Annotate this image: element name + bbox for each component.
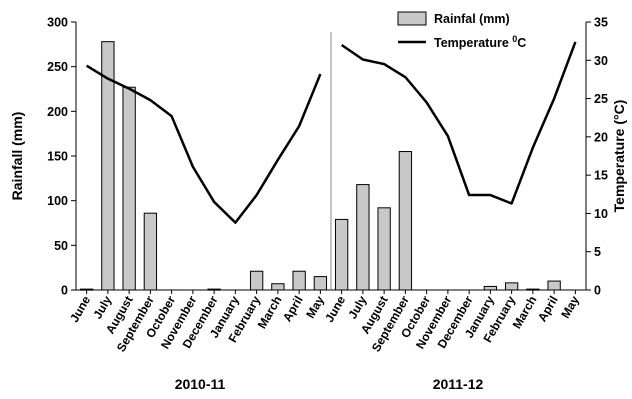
left-axis: 0 50 100 150 200 250 300 [47,16,76,298]
right-tick-label: 0 [594,284,601,298]
rain-bar [271,283,285,291]
left-tick-label: 50 [54,239,68,253]
left-tick-label: 100 [47,194,68,208]
temperature-line [340,41,577,205]
rain-bar [547,280,561,291]
left-tick-label: 200 [47,105,68,119]
rain-bar [398,151,413,291]
right-tick-label: 15 [594,169,608,183]
left-tick-label: 250 [47,60,68,74]
legend: Rainfal (mm) Temperature 0C [397,11,526,50]
right-tick-label: 5 [594,245,601,259]
rain-bar [122,86,136,291]
temperature-line [85,64,322,224]
legend-temp-label: Temperature 0C [434,34,526,50]
rain-bar [483,285,498,291]
right-tick-label: 35 [594,16,608,30]
month-labels: JuneJulyAugustSeptemberOctoberNovemberDe… [67,290,582,354]
rain-bar [143,212,158,291]
right-tick-label: 10 [594,207,608,221]
month-label: April [535,294,561,325]
right-axis: 0 5 10 15 20 25 30 35 [586,16,608,298]
rain-bar [526,288,540,291]
rain-bar [207,288,221,291]
month-label: May [558,293,582,320]
left-tick-label: 150 [47,150,68,164]
panel-label-2010-11: 2010-11 [175,376,226,392]
temperature-lines [85,41,577,224]
panel-label-2011-12: 2011-12 [433,376,484,392]
month-label: June [67,293,93,325]
month-label: June [322,293,348,325]
rain-bar [334,218,349,291]
right-tick-label: 25 [594,92,608,106]
rain-bar [356,184,370,291]
legend-rain-label: Rainfal (mm) [434,12,510,26]
rain-bar [377,207,391,291]
rain-bars [79,41,561,291]
rain-bar [249,270,264,291]
right-tick-label: 20 [594,130,608,144]
rain-bar [292,270,306,291]
legend-rain-swatch [397,11,427,26]
right-tick-label: 30 [594,54,608,68]
rain-bar [79,288,94,291]
month-label: April [280,294,306,325]
left-tick-label: 0 [61,284,68,298]
rain-bar [504,282,519,291]
y2-axis-title: Temperature (°C) [611,100,627,213]
y-axis-title: Rainfall (mm) [9,112,25,201]
left-tick-label: 300 [47,16,68,30]
rain-bar [313,276,328,291]
